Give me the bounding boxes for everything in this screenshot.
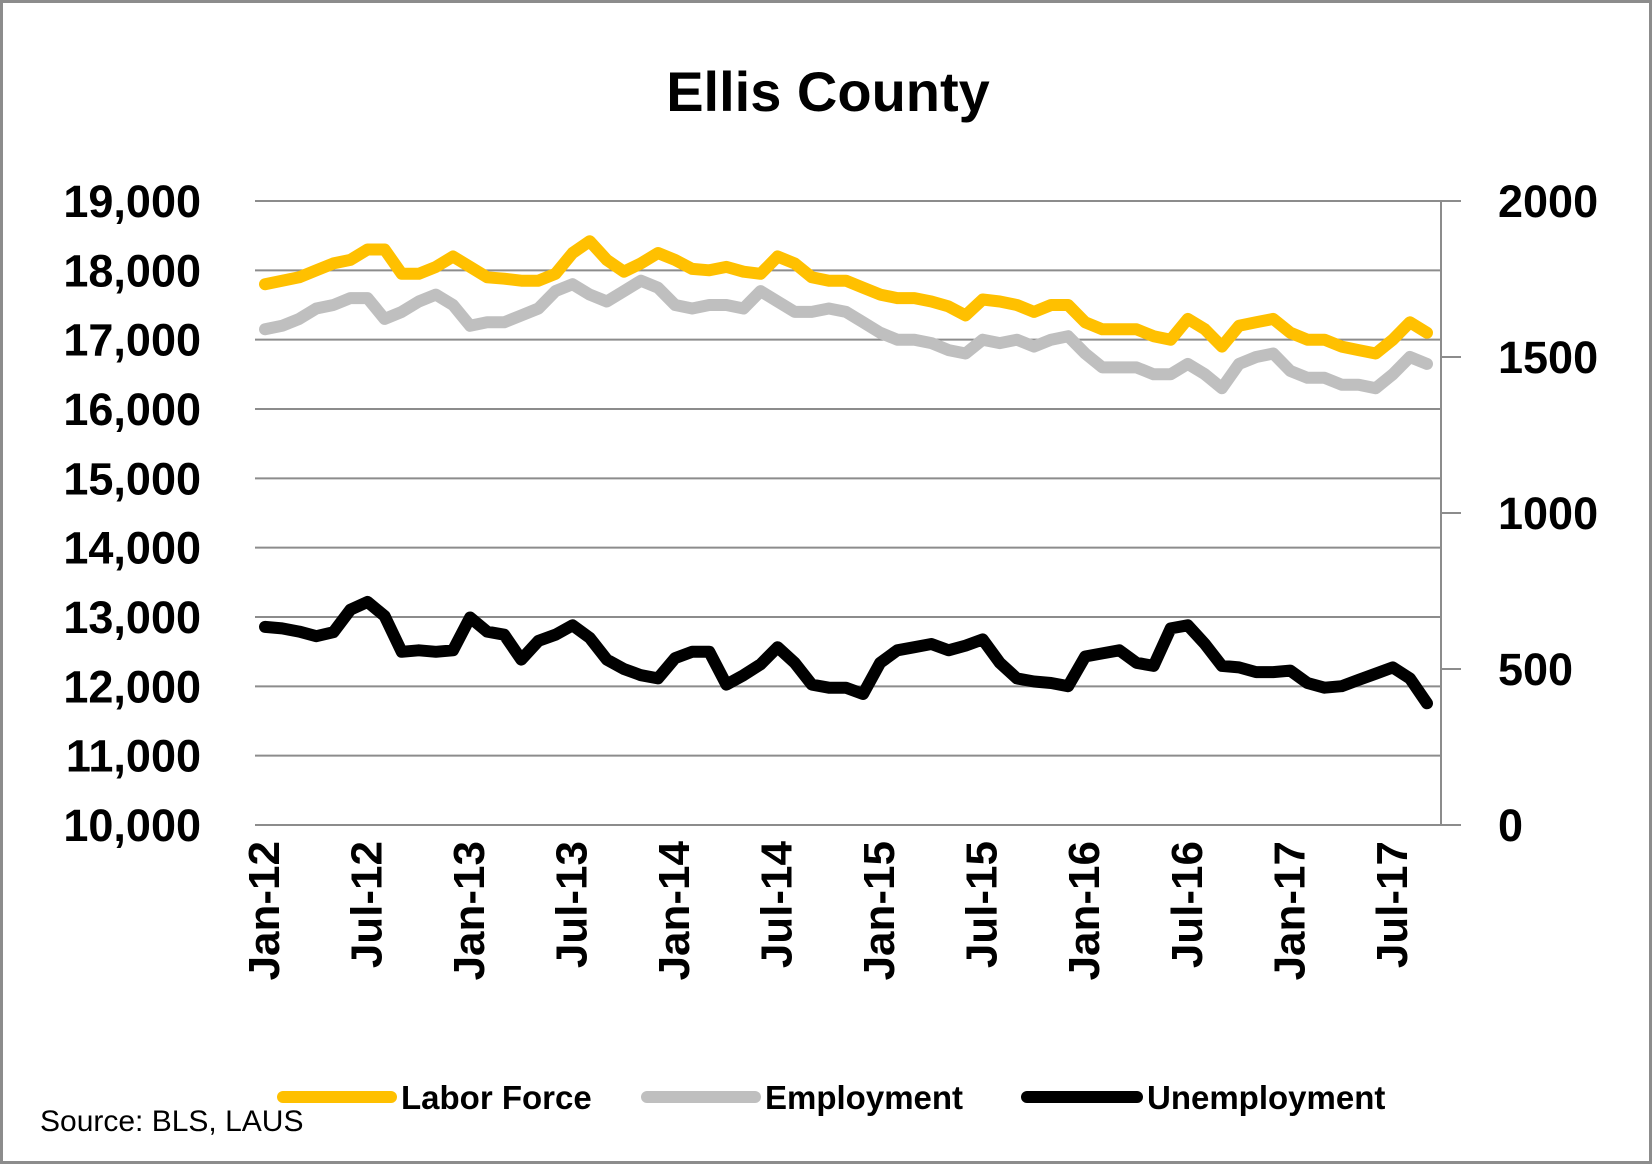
y-axis-left: 10,000 11,000 12,000 13,000 14,000 15,000 16,0… [63,176,201,851]
x-tick-label: Jul-13 [548,841,597,968]
y-right-tick-label: 2000 [1498,176,1598,227]
line-chart: Ellis County 10,000 11,000 12,000 13,000 14,… [40,60,1598,1138]
y-left-tick-label: 17,000 [63,315,201,366]
chart-title: Ellis County [666,60,990,123]
x-tick-label: Jul-15 [958,841,1007,968]
x-tick-label: Jan-15 [855,841,904,980]
y-left-tick-label: 19,000 [63,176,201,227]
y-left-tick-label: 15,000 [63,453,201,504]
y-left-tick-label: 11,000 [66,731,201,782]
series-lines [259,235,1433,710]
x-tick-label: Jul-16 [1163,841,1212,968]
y-right-tick-label: 1500 [1498,332,1598,383]
series-line-employment [259,274,1433,395]
y-left-tick-label: 12,000 [63,661,201,712]
y-left-tick-label: 10,000 [63,800,201,851]
legend: Labor Force Employment Unemployment [277,1079,1385,1116]
gridlines [255,200,1441,826]
y-left-tick-label: 14,000 [63,523,201,574]
y-axis-right: 0 500 1000 1500 2000 [1440,176,1598,851]
x-axis: Jan-12 Jul-12 Jan-13 Jul-13 Jan-14 Jul-14 Jan-… [240,840,1417,980]
x-tick-label: Jan-14 [650,840,699,980]
series-line-labor-force [259,235,1433,360]
x-tick-label: Jan-13 [445,841,494,980]
series-line-unemployment [259,595,1433,710]
source-note: Source: BLS, LAUS [40,1105,303,1138]
y-right-tick-label: 500 [1498,644,1573,695]
x-tick-label: Jan-17 [1265,841,1314,980]
x-tick-label: Jan-12 [240,841,289,980]
legend-label-unemployment: Unemployment [1147,1079,1385,1116]
legend-label-employment: Employment [765,1079,963,1116]
x-tick-label: Jan-16 [1060,841,1109,980]
y-right-tick-label: 0 [1498,800,1523,851]
x-tick-label: Jul-12 [343,841,392,968]
x-tick-label: Jul-14 [753,840,802,968]
y-left-tick-label: 18,000 [63,245,201,296]
y-right-tick-label: 1000 [1498,488,1598,539]
y-left-tick-label: 13,000 [63,592,201,643]
x-tick-label: Jul-17 [1368,841,1417,968]
legend-label-labor-force: Labor Force [401,1079,592,1116]
y-left-tick-label: 16,000 [63,384,201,435]
